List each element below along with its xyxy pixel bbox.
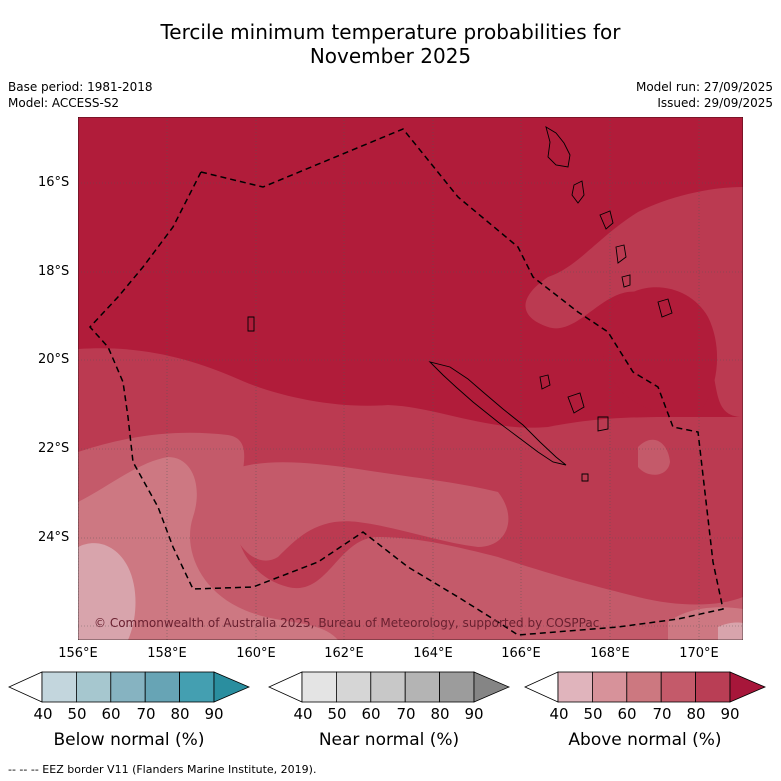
colorbar-segment — [370, 671, 406, 703]
colorbar-extend-low — [268, 671, 303, 703]
lat-label-16s: 16°S — [38, 175, 70, 190]
colorbar-segment — [439, 671, 475, 703]
eez-legend-note: -- -- -- EEZ border V11 (Flanders Marine… — [8, 763, 317, 776]
zone-above-70-80-east — [525, 187, 743, 417]
below-normal-label: Below normal (%) — [53, 730, 205, 750]
colorbar-near-segments — [268, 671, 510, 703]
colorbar-segment — [301, 671, 337, 703]
colorbar-segment — [660, 671, 696, 703]
below-tick-70: 70 — [136, 705, 156, 723]
lat-label-24s: 24°S — [38, 530, 70, 545]
colorbar-segment — [336, 671, 372, 703]
title-line-2: November 2025 — [309, 44, 472, 68]
near-tick-50: 50 — [327, 705, 347, 723]
landmasses — [247, 126, 673, 482]
below-tick-60: 60 — [101, 705, 121, 723]
lat-label-22s: 22°S — [38, 441, 70, 456]
loyalty-island-ouvea — [539, 374, 551, 390]
near-normal-label: Near normal (%) — [318, 730, 460, 750]
lon-label-168e: 168°E — [590, 646, 630, 661]
meta-right: Model run: 27/09/2025 Issued: 29/09/2025 — [636, 79, 773, 111]
below-tick-80: 80 — [170, 705, 190, 723]
chart-title: Tercile minimum temperature probabilitie… — [0, 20, 781, 68]
vanuatu-erromango — [615, 244, 627, 264]
colorbar-segment — [41, 671, 77, 703]
colorbar-extend-low — [8, 671, 43, 703]
colorbar-above-normal — [524, 671, 766, 703]
lat-label-20s: 20°S — [38, 352, 70, 367]
graticule — [78, 117, 743, 640]
below-tick-50: 50 — [67, 705, 87, 723]
small-islet-2 — [581, 473, 589, 482]
lon-label-162e: 162°E — [324, 646, 364, 661]
vanuatu-efate — [599, 210, 614, 230]
vanuatu-malekula — [571, 180, 585, 204]
colorbar-segment — [626, 671, 662, 703]
above-tick-80: 80 — [686, 705, 706, 723]
lon-label-156e: 156°E — [58, 646, 98, 661]
model-run: Model run: 27/09/2025 — [635, 80, 773, 94]
lon-label-160e: 160°E — [236, 646, 276, 661]
lon-label-166e: 166°E — [501, 646, 541, 661]
near-tick-80: 80 — [430, 705, 450, 723]
colorbar-segment — [76, 671, 112, 703]
zone-above-40-50 — [78, 543, 136, 640]
eez-border — [88, 128, 724, 636]
colorbar-extend-high — [213, 671, 250, 703]
lon-label-164e: 164°E — [413, 646, 453, 661]
probability-map: © Commonwealth of Australia 2025, Bureau… — [78, 117, 743, 640]
above-tick-50: 50 — [583, 705, 603, 723]
lat-label-18s: 18°S — [38, 264, 70, 279]
near-tick-70: 70 — [396, 705, 416, 723]
zone-above-60-70-b — [228, 462, 509, 561]
colorbar-segment — [404, 671, 440, 703]
colorbar-segment — [179, 671, 215, 703]
zone-above-60-70 — [78, 432, 743, 640]
model-name: Model: ACCESS-S2 — [8, 96, 120, 110]
zone-above-80-90-east — [602, 287, 718, 415]
above-tick-60: 60 — [617, 705, 637, 723]
near-tick-90: 90 — [464, 705, 484, 723]
colorbar-segment — [592, 671, 628, 703]
lon-label-158e: 158°E — [147, 646, 187, 661]
colorbar-segment — [110, 671, 146, 703]
above-tick-70: 70 — [652, 705, 672, 723]
zone-above-60-70-spot — [638, 439, 670, 475]
colorbar-extend-low — [524, 671, 559, 703]
colorbar-above-segments — [524, 671, 766, 703]
near-tick-40: 40 — [293, 705, 313, 723]
loyalty-island-lifou — [567, 392, 585, 414]
below-tick-40: 40 — [33, 705, 53, 723]
colorbar-segment — [144, 671, 180, 703]
matthew-hunter-islands — [657, 298, 673, 318]
colorbar-below-segments — [8, 671, 250, 703]
issued-date: Issued: 29/09/2025 — [657, 96, 773, 110]
loyalty-island-mare — [597, 416, 609, 432]
near-tick-60: 60 — [361, 705, 381, 723]
colorbar-near-normal — [268, 671, 510, 703]
vanuatu-espiritu-santo — [545, 126, 571, 168]
meta-left: Base period: 1981-2018 Model: ACCESS-S2 — [8, 79, 153, 111]
colorbar-segment — [557, 671, 593, 703]
colorbar-extend-high — [729, 671, 766, 703]
zone-above-40-50-east — [718, 622, 743, 640]
colorbar-below-normal — [8, 671, 250, 703]
above-normal-label: Above normal (%) — [568, 730, 722, 750]
colorbar-segment — [695, 671, 731, 703]
vanuatu-tanna — [621, 274, 631, 288]
zone-above-50-60 — [78, 457, 338, 640]
above-tick-90: 90 — [720, 705, 740, 723]
copyright-notice: © Commonwealth of Australia 2025, Bureau… — [94, 616, 599, 630]
new-caledonia-island — [428, 361, 567, 466]
base-period: Base period: 1981-2018 — [8, 80, 153, 94]
title-line-1: Tercile minimum temperature probabilitie… — [160, 20, 621, 44]
above-tick-40: 40 — [549, 705, 569, 723]
small-islet-1 — [247, 316, 255, 332]
lon-label-170e: 170°E — [679, 646, 719, 661]
below-tick-90: 90 — [204, 705, 224, 723]
colorbar-extend-high — [473, 671, 510, 703]
